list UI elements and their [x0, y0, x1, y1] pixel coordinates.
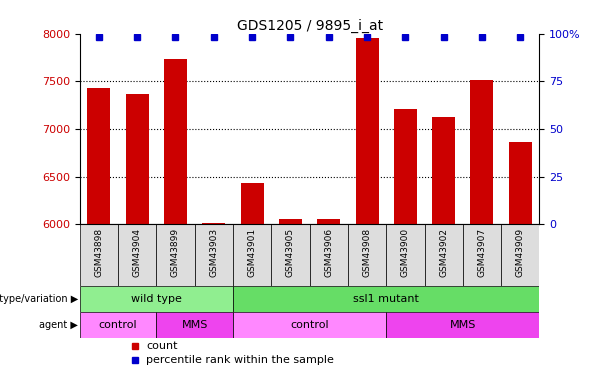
FancyBboxPatch shape: [233, 225, 271, 286]
FancyBboxPatch shape: [80, 225, 118, 286]
Bar: [432, 117, 455, 225]
Text: GSM43899: GSM43899: [171, 228, 180, 277]
Bar: [164, 58, 187, 225]
Text: percentile rank within the sample: percentile rank within the sample: [147, 355, 334, 365]
Bar: [126, 94, 148, 225]
Text: GSM43902: GSM43902: [439, 228, 448, 276]
FancyBboxPatch shape: [271, 225, 310, 286]
Text: GSM43908: GSM43908: [362, 228, 371, 277]
Text: GSM43909: GSM43909: [516, 228, 525, 277]
Text: GSM43898: GSM43898: [94, 228, 104, 277]
FancyBboxPatch shape: [156, 312, 233, 338]
FancyBboxPatch shape: [310, 225, 348, 286]
Bar: [509, 142, 531, 225]
Text: GSM43906: GSM43906: [324, 228, 333, 277]
FancyBboxPatch shape: [118, 225, 156, 286]
Text: MMS: MMS: [449, 320, 476, 330]
Bar: [240, 183, 264, 225]
Text: GSM43907: GSM43907: [478, 228, 487, 277]
Bar: [471, 80, 493, 225]
Text: ssl1 mutant: ssl1 mutant: [353, 294, 419, 304]
Text: GSM43903: GSM43903: [209, 228, 218, 277]
FancyBboxPatch shape: [386, 225, 424, 286]
Text: wild type: wild type: [131, 294, 181, 304]
FancyBboxPatch shape: [80, 286, 233, 312]
Text: GSM43900: GSM43900: [401, 228, 410, 277]
Bar: [394, 109, 417, 225]
Bar: [202, 222, 226, 225]
FancyBboxPatch shape: [463, 225, 501, 286]
Text: GSM43904: GSM43904: [132, 228, 142, 276]
FancyBboxPatch shape: [501, 225, 539, 286]
Text: control: control: [290, 320, 329, 330]
FancyBboxPatch shape: [156, 225, 195, 286]
Text: agent ▶: agent ▶: [39, 320, 78, 330]
Bar: [87, 88, 110, 225]
FancyBboxPatch shape: [386, 312, 539, 338]
Bar: [318, 219, 340, 225]
FancyBboxPatch shape: [195, 225, 233, 286]
Text: genotype/variation ▶: genotype/variation ▶: [0, 294, 78, 304]
Text: GSM43905: GSM43905: [286, 228, 295, 277]
Text: count: count: [147, 341, 178, 351]
Bar: [279, 219, 302, 225]
FancyBboxPatch shape: [424, 225, 463, 286]
FancyBboxPatch shape: [233, 286, 539, 312]
FancyBboxPatch shape: [233, 312, 386, 338]
Text: MMS: MMS: [181, 320, 208, 330]
FancyBboxPatch shape: [348, 225, 386, 286]
Bar: [356, 38, 379, 225]
Text: control: control: [99, 320, 137, 330]
Title: GDS1205 / 9895_i_at: GDS1205 / 9895_i_at: [237, 19, 383, 33]
FancyBboxPatch shape: [80, 312, 156, 338]
Text: GSM43901: GSM43901: [248, 228, 257, 277]
